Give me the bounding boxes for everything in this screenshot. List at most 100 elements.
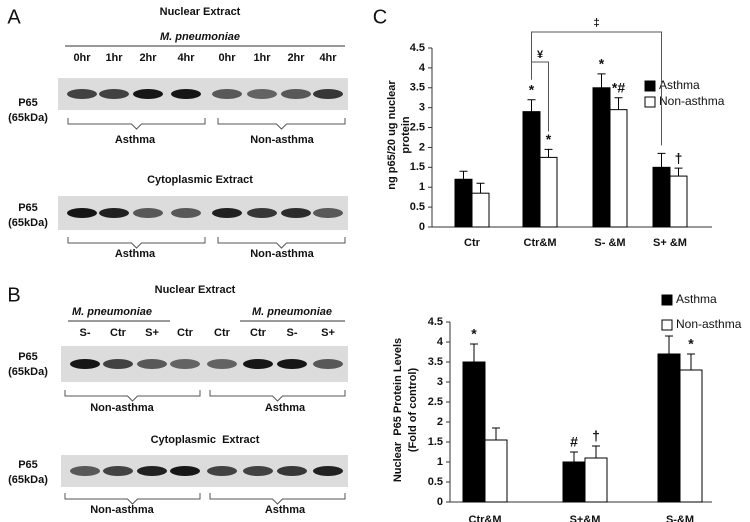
significance-marker: †: [675, 150, 683, 166]
error-bar: [470, 343, 478, 362]
group-label: Non-asthma: [250, 134, 314, 146]
legend-label: Asthma: [659, 78, 700, 92]
comparison-bracket: [531, 61, 549, 132]
band-label: (65kDa): [8, 366, 48, 378]
x-tick-label: S+ &M: [653, 237, 687, 249]
y-axis-label: Nuclear P65 Protein Levels: [392, 338, 404, 482]
lane-label: 0hr: [73, 52, 91, 64]
band-label: P65: [18, 97, 38, 109]
bar: [462, 361, 486, 503]
lane-label: 2hr: [139, 52, 157, 64]
bar: [609, 109, 628, 228]
significance-marker: *: [529, 81, 535, 97]
group-label: Asthma: [115, 134, 156, 146]
lane-label: S+: [321, 327, 335, 339]
lane-label: Ctr: [177, 327, 194, 339]
error-bar: [592, 445, 600, 458]
group-label: Non-asthma: [90, 402, 154, 414]
bar: [679, 369, 703, 503]
band: [99, 89, 129, 99]
group-label: Non-asthma: [90, 504, 154, 516]
band-label: (65kDa): [8, 474, 48, 486]
y-tick-label: 3.5: [428, 356, 443, 368]
significance-marker: *: [688, 336, 694, 352]
panel-label: C: [373, 6, 387, 28]
error-bar: [674, 167, 683, 177]
band: [99, 208, 129, 218]
treatment-label: M. pneumoniae: [160, 31, 240, 43]
x-tick-label: Ctr: [464, 237, 481, 249]
error-bar: [657, 152, 666, 168]
y-axis-label: (Fold of control): [407, 368, 419, 453]
bar: [562, 461, 586, 503]
bar: [592, 87, 611, 228]
blot-title: Cytoplasmic Extract: [151, 434, 260, 446]
band: [171, 89, 201, 99]
band: [137, 466, 167, 476]
band: [103, 466, 133, 476]
lane-label: S-: [287, 327, 298, 339]
lane-label: 4hr: [319, 52, 337, 64]
y-tick-label: 0: [419, 221, 425, 233]
lane-label: 1hr: [253, 52, 271, 64]
error-bar: [665, 335, 673, 354]
band: [247, 89, 277, 99]
band: [133, 208, 163, 218]
band-label: (65kDa): [8, 217, 48, 229]
band: [207, 359, 237, 369]
y-tick-label: 3: [437, 376, 443, 388]
lane-label: 1hr: [105, 52, 123, 64]
x-tick-label: S- &M: [594, 237, 625, 249]
comparison-label: ¥: [537, 49, 544, 61]
error-bar: [527, 99, 536, 112]
y-tick-label: 1: [437, 456, 443, 468]
y-axis-label: ng p65/20 ug nuclear: [386, 80, 398, 190]
band-label: P65: [18, 202, 38, 214]
treatment-label: M. pneumoniae: [252, 306, 332, 318]
band: [313, 466, 343, 476]
group-bracket: [64, 493, 201, 505]
error-bar: [614, 97, 623, 110]
error-bar: [687, 353, 695, 370]
y-tick-label: 2: [437, 416, 443, 428]
band: [170, 359, 200, 369]
bar: [652, 166, 671, 228]
y-tick-label: 3.5: [410, 82, 425, 94]
band: [70, 359, 100, 369]
legend-swatch: [661, 294, 673, 306]
bar: [454, 178, 473, 228]
y-tick-label: 4: [437, 336, 444, 348]
x-tick-label: S-&M: [666, 514, 694, 522]
y-tick-label: 4: [419, 62, 426, 74]
y-tick-label: 0.5: [410, 201, 425, 213]
group-bracket: [217, 118, 346, 130]
y-tick-label: 0.5: [428, 476, 443, 488]
group-label: Asthma: [265, 504, 306, 516]
band: [277, 466, 307, 476]
group-bracket: [67, 237, 206, 249]
group-label: Non-asthma: [250, 248, 314, 260]
bar: [484, 439, 508, 503]
blot-title: Nuclear Extract: [160, 6, 241, 18]
bar: [669, 175, 688, 228]
band: [70, 466, 100, 476]
band: [281, 208, 311, 218]
band: [103, 359, 133, 369]
band: [133, 89, 163, 99]
legend-swatch: [661, 319, 673, 331]
group-bracket: [67, 118, 206, 130]
y-tick-label: 1.5: [410, 161, 425, 173]
group-label: Asthma: [115, 248, 156, 260]
legend-label: Non-asthma: [676, 317, 742, 331]
significance-marker: #: [570, 434, 578, 450]
bar: [522, 111, 541, 228]
band: [67, 208, 97, 218]
lane-label: Ctr: [110, 327, 127, 339]
group-bracket: [209, 493, 346, 505]
y-tick-label: 4.5: [428, 316, 443, 328]
band: [207, 466, 237, 476]
group-bracket: [64, 390, 201, 402]
band: [212, 208, 242, 218]
panel-label: A: [7, 6, 21, 28]
